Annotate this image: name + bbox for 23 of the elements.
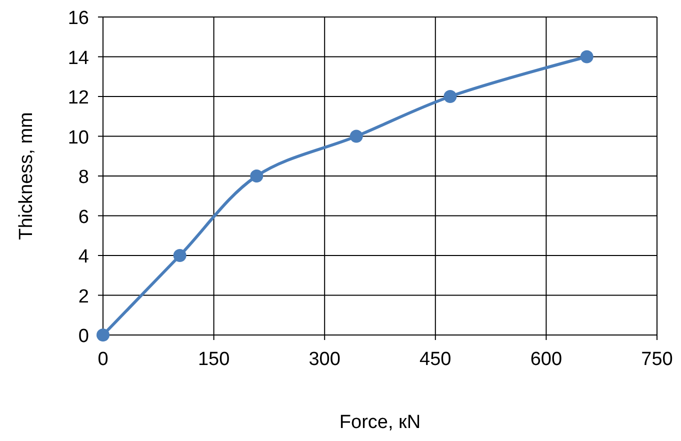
point	[444, 90, 457, 103]
point	[350, 130, 363, 143]
y-tick-label: 0	[78, 326, 89, 347]
x-tick-label: 750	[641, 349, 673, 370]
x-tick-label: 150	[198, 349, 230, 370]
y-axis-title: Thickness, mm	[16, 112, 37, 240]
x-tick-label: 0	[98, 349, 108, 370]
x-tick-label: 600	[530, 349, 562, 370]
y-tick-label: 4	[78, 246, 90, 268]
y-tick-label: 16	[68, 8, 89, 29]
x-tick-label: 450	[420, 349, 452, 370]
x-tick-label: 300	[308, 349, 340, 370]
point	[580, 50, 594, 64]
point	[96, 328, 110, 342]
point	[173, 249, 186, 262]
y-tick-label: 14	[68, 48, 90, 69]
y-tick-label: 6	[78, 206, 89, 228]
point	[250, 170, 264, 182]
y-tick-label: 8	[78, 167, 89, 188]
y-tick-label: 2	[78, 286, 89, 308]
y-tick-label: 10	[68, 127, 89, 148]
y-tick-label: 12	[68, 88, 89, 108]
x-axis-title: Force, кN	[339, 412, 421, 433]
